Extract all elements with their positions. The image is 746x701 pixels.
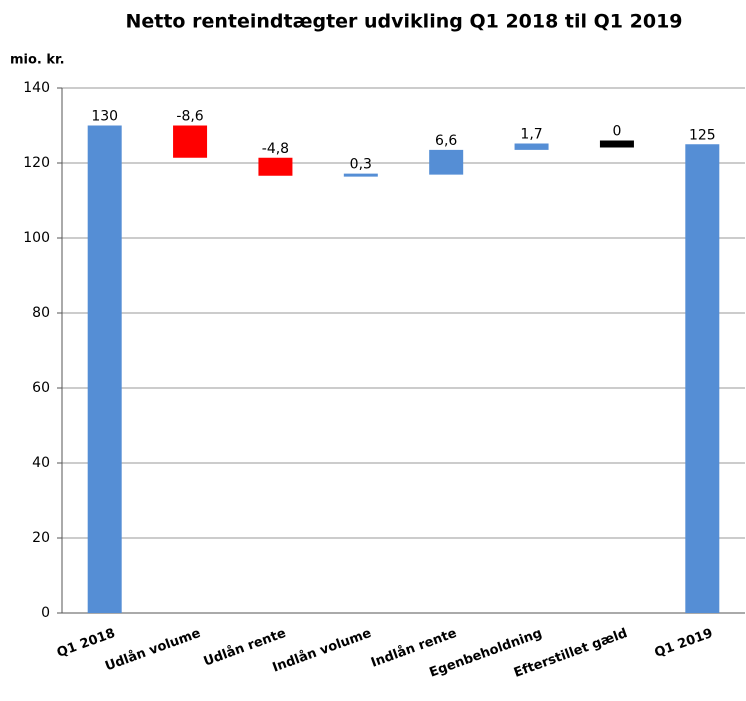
y-tick-label: 140 — [23, 80, 50, 96]
y-tick-label: 120 — [23, 155, 50, 171]
bar — [429, 149, 464, 175]
value-label: 1,7 — [520, 127, 542, 143]
bar — [87, 125, 122, 613]
bar — [173, 125, 208, 158]
bar — [685, 144, 720, 613]
value-label: 0 — [612, 124, 621, 140]
y-tick-label: 80 — [32, 305, 50, 321]
value-label: 125 — [689, 127, 716, 143]
x-tick-label: Q1 2018 — [55, 626, 117, 661]
value-label: 0,3 — [350, 157, 372, 173]
x-tick-label: Q1 2019 — [653, 626, 715, 661]
y-tick-label: 40 — [32, 455, 50, 471]
y-tick-label: 100 — [23, 230, 50, 246]
y-axis-label: mio. kr. — [10, 53, 65, 68]
value-label: 130 — [91, 109, 118, 125]
y-tick-label: 60 — [32, 380, 50, 396]
value-label: -8,6 — [176, 109, 203, 125]
y-tick-label: 0 — [41, 605, 50, 621]
x-tick-label: Udlån volume — [103, 626, 203, 674]
bar — [514, 143, 549, 150]
bar — [599, 140, 634, 148]
value-label: -4,8 — [262, 141, 289, 157]
value-label: 6,6 — [435, 133, 457, 149]
bar — [258, 157, 293, 176]
chart-title: Netto renteindtægter udvikling Q1 2018 t… — [125, 11, 682, 33]
y-tick-label: 20 — [32, 530, 50, 546]
bar — [343, 173, 378, 177]
x-tick-label: Indlån volume — [271, 626, 374, 676]
